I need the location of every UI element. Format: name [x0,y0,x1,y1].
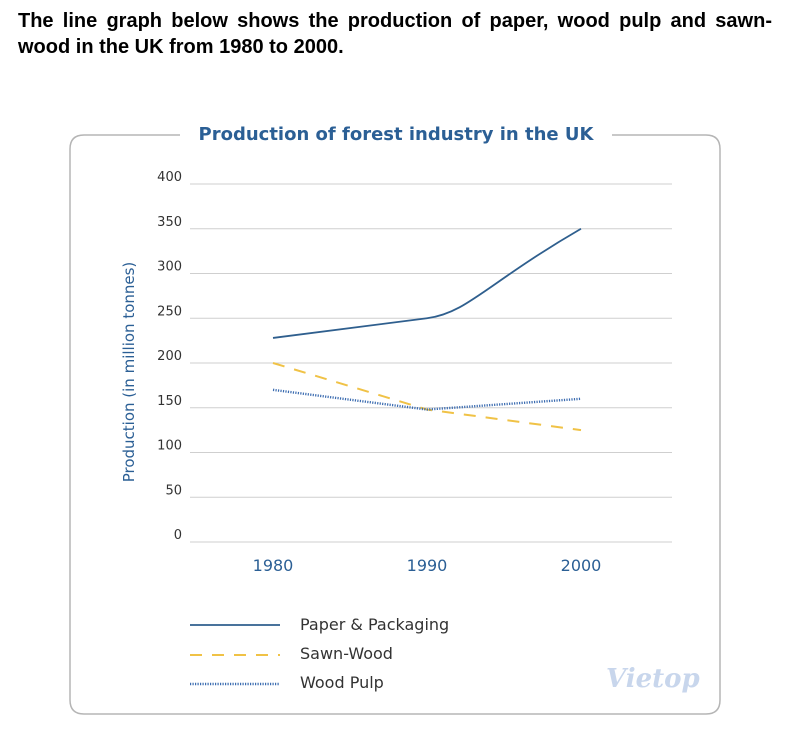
series-line-paper-packaging [272,227,582,339]
series-line-sawn-wood [272,362,582,432]
chart-frame [69,134,721,715]
y-tick-label: 50 [165,483,182,498]
series-lines [272,227,582,432]
x-axis-ticks: 1980 1990 2000 [253,556,602,575]
grid-lines [190,183,672,543]
y-axis-label: Production (in million tonnes) [120,262,138,483]
y-tick-label: 0 [174,528,182,543]
x-tick-label: 1980 [253,556,294,575]
legend: Paper & Packaging Sawn-Wood Wood Pulp [190,615,449,692]
x-tick-label: 2000 [561,556,602,575]
y-tick-label: 200 [157,349,182,364]
x-tick-label: 1990 [407,556,448,575]
question-text: The line graph below shows the productio… [18,10,772,58]
y-tick-label: 150 [157,394,182,409]
legend-label-wood-pulp: Wood Pulp [300,673,384,692]
vietop-logo: Vietop [606,664,700,694]
y-tick-label: 350 [157,215,182,230]
chart-title: Production of forest industry in the UK [199,124,595,145]
y-tick-label: 250 [157,304,182,319]
legend-label-paper: Paper & Packaging [300,615,449,634]
y-axis-ticks: 0 50 100 150 200 250 300 350 400 [157,170,182,543]
y-tick-label: 400 [157,170,182,185]
y-tick-label: 300 [157,260,182,275]
legend-label-sawn-wood: Sawn-Wood [300,644,393,663]
series-line-wood-pulp [272,388,582,411]
y-tick-label: 100 [157,439,182,454]
